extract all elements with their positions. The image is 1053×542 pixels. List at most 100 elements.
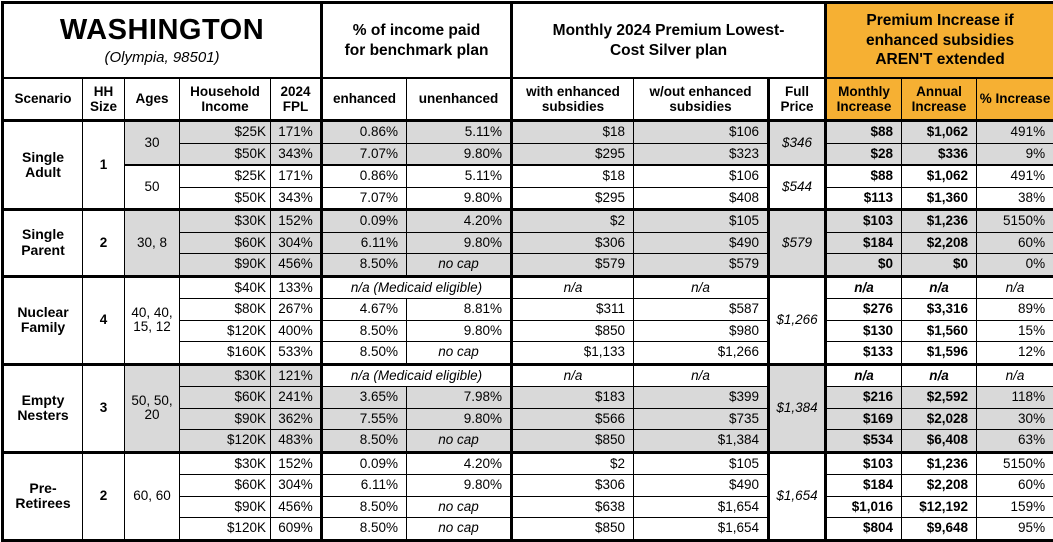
header-group-row: WASHINGTON (Olympia, 98501) % of income … [3, 3, 1053, 79]
unenhanced-pct-cell: 8.81% [407, 299, 512, 321]
with-subsidies-premium-cell: $311 [512, 299, 634, 321]
without-subsidies-premium-cell: $105 [634, 452, 769, 475]
enhanced-pct-cell: 7.07% [322, 187, 407, 210]
scenario-cell: Single Adult [3, 121, 83, 210]
without-subsidies-premium-cell: n/a [634, 276, 769, 299]
unenhanced-pct-cell: no cap [407, 430, 512, 453]
annual-increase-cell: $2,028 [902, 408, 977, 430]
col-header-full-price: Full Price [769, 78, 826, 121]
without-subsidies-premium-cell: $105 [634, 210, 769, 233]
hh-size-cell: 3 [83, 364, 125, 452]
pct-increase-cell: 30% [977, 408, 1053, 430]
without-subsidies-premium-cell: $106 [634, 121, 769, 144]
col-header-enhanced: enhanced [322, 78, 407, 121]
monthly-increase-cell: $133 [826, 342, 902, 365]
monthly-increase-cell: $103 [826, 452, 902, 475]
annual-increase-cell: $1,062 [902, 165, 977, 187]
enhanced-pct-cell: 8.50% [322, 254, 407, 277]
full-price-cell: $1,654 [769, 452, 826, 540]
with-subsidies-premium-cell: $183 [512, 387, 634, 409]
unenhanced-pct-cell: 9.80% [407, 232, 512, 254]
fpl-cell: 171% [271, 121, 322, 144]
with-subsidies-premium-cell: n/a [512, 364, 634, 387]
pct-increase-cell: 12% [977, 342, 1053, 365]
enhanced-pct-cell: 4.67% [322, 299, 407, 321]
annual-increase-cell: $1,560 [902, 320, 977, 342]
monthly-increase-cell: $103 [826, 210, 902, 233]
income-cell: $60K [180, 387, 271, 409]
unenhanced-pct-cell: no cap [407, 254, 512, 277]
income-cell: $90K [180, 408, 271, 430]
pct-increase-cell: 118% [977, 387, 1053, 409]
pct-increase-cell: 38% [977, 187, 1053, 210]
income-cell: $50K [180, 187, 271, 210]
unenhanced-pct-cell: 9.80% [407, 320, 512, 342]
annual-increase-cell: $336 [902, 143, 977, 165]
column-header-row: Scenario HH Size Ages Household Income 2… [3, 78, 1053, 121]
unenhanced-pct-cell: 9.80% [407, 187, 512, 210]
unenhanced-pct-cell: 4.20% [407, 210, 512, 233]
income-cell: $60K [180, 475, 271, 497]
city-subtitle: (Olympia, 98501) [5, 49, 319, 66]
annual-increase-cell: $0 [902, 254, 977, 277]
enhanced-pct-cell: 0.86% [322, 165, 407, 187]
without-subsidies-premium-cell: $106 [634, 165, 769, 187]
hh-size-cell: 1 [83, 121, 125, 210]
annual-increase-cell: $1,062 [902, 121, 977, 144]
fpl-cell: 133% [271, 276, 322, 299]
annual-increase-cell: $1,236 [902, 452, 977, 475]
ages-cell: 50 [125, 165, 180, 210]
fpl-cell: 456% [271, 254, 322, 277]
with-subsidies-premium-cell: $1,133 [512, 342, 634, 365]
with-subsidies-premium-cell: $295 [512, 187, 634, 210]
monthly-increase-cell: $169 [826, 408, 902, 430]
monthly-increase-cell: $113 [826, 187, 902, 210]
without-subsidies-premium-cell: n/a [634, 364, 769, 387]
with-subsidies-premium-cell: $2 [512, 210, 634, 233]
medicaid-eligible-cell: n/a (Medicaid eligible) [322, 276, 512, 299]
fpl-cell: 304% [271, 475, 322, 497]
with-subsidies-premium-cell: $2 [512, 452, 634, 475]
enhanced-pct-cell: 0.09% [322, 452, 407, 475]
without-subsidies-premium-cell: $408 [634, 187, 769, 210]
with-subsidies-premium-cell: $638 [512, 496, 634, 518]
fpl-cell: 267% [271, 299, 322, 321]
pct-increase-cell: 491% [977, 165, 1053, 187]
unenhanced-pct-cell: no cap [407, 496, 512, 518]
annual-increase-cell: $1,596 [902, 342, 977, 365]
col-header-fpl: 2024 FPL [271, 78, 322, 121]
annual-increase-cell: n/a [902, 364, 977, 387]
ages-cell: 60, 60 [125, 452, 180, 540]
annual-increase-cell: $1,360 [902, 187, 977, 210]
unenhanced-pct-cell: 9.80% [407, 143, 512, 165]
monthly-increase-cell: $184 [826, 232, 902, 254]
income-cell: $25K [180, 165, 271, 187]
monthly-increase-cell: $28 [826, 143, 902, 165]
income-cell: $40K [180, 276, 271, 299]
group-header-increase: Premium Increase if enhanced subsidies A… [826, 3, 1053, 79]
income-cell: $90K [180, 254, 271, 277]
monthly-increase-cell: $0 [826, 254, 902, 277]
monthly-increase-cell: $216 [826, 387, 902, 409]
unenhanced-pct-cell: 5.11% [407, 121, 512, 144]
full-price-cell: $1,266 [769, 276, 826, 364]
without-subsidies-premium-cell: $735 [634, 408, 769, 430]
income-cell: $30K [180, 452, 271, 475]
enhanced-pct-cell: 8.50% [322, 496, 407, 518]
group-header-premium: Monthly 2024 Premium Lowest-Cost Silver … [512, 3, 826, 79]
state-title-cell: WASHINGTON (Olympia, 98501) [3, 3, 322, 79]
monthly-increase-cell: $804 [826, 518, 902, 541]
with-subsidies-premium-cell: $306 [512, 232, 634, 254]
monthly-increase-cell: $130 [826, 320, 902, 342]
income-cell: $60K [180, 232, 271, 254]
fpl-cell: 171% [271, 165, 322, 187]
fpl-cell: 483% [271, 430, 322, 453]
without-subsidies-premium-cell: $490 [634, 232, 769, 254]
income-cell: $90K [180, 496, 271, 518]
monthly-increase-cell: $88 [826, 121, 902, 144]
full-price-cell: $1,384 [769, 364, 826, 452]
